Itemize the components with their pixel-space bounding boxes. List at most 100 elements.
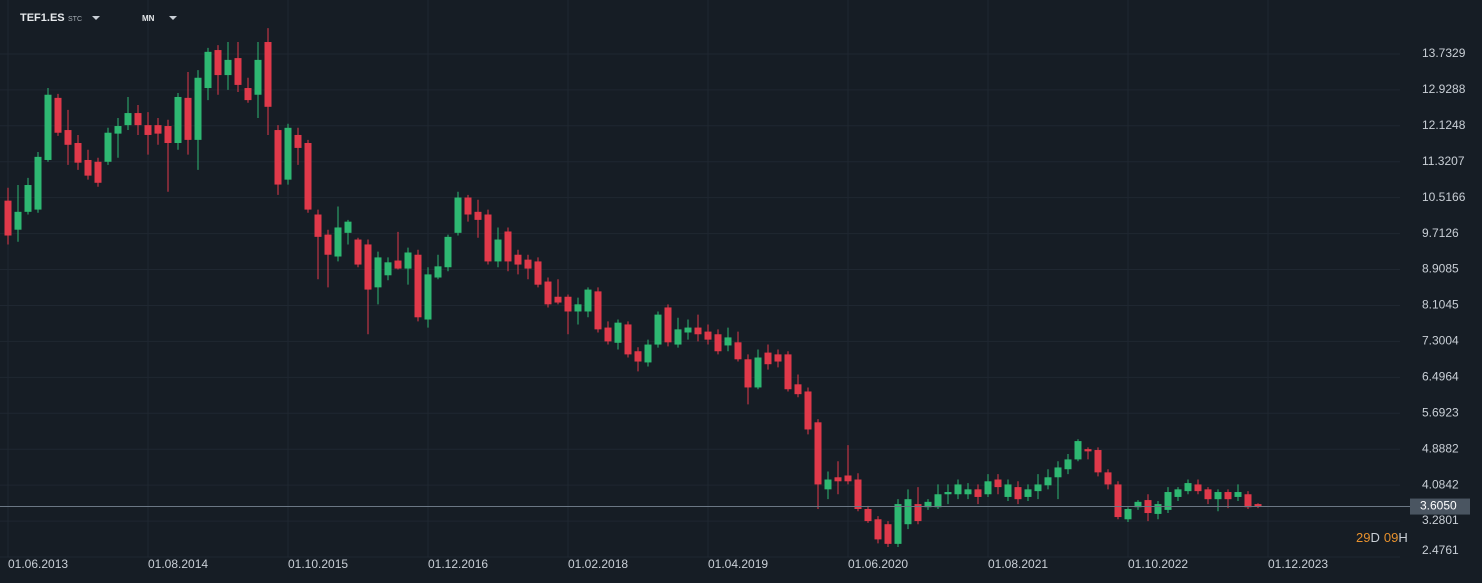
candle-body [694,327,702,335]
candle-body [314,214,322,237]
candle-body [274,130,282,185]
candle-body [1074,441,1082,460]
candle-body [144,125,152,135]
candle-body [64,130,72,145]
candle-body [134,113,142,126]
candle-body [664,307,672,343]
x-tick-label: 01.12.2016 [428,557,488,571]
candle-body [1184,483,1192,492]
candle-body [294,134,302,148]
candle-body [404,252,412,269]
y-tick-label: 7.3004 [1422,334,1459,348]
candle-body [544,281,552,305]
candle-body [184,97,192,140]
candle-body [1224,492,1232,500]
candle-body [504,231,512,262]
candle-body [384,262,392,276]
y-tick-label: 8.1045 [1422,298,1459,312]
candle-body [784,354,792,390]
candle-body [484,214,492,262]
candle-body [354,239,362,265]
candle-body [234,58,242,85]
candle-body [864,509,872,522]
candle-body [1044,477,1052,486]
y-tick-label: 10.5166 [1422,190,1466,204]
candle-body [644,344,652,363]
candle-body [904,499,912,525]
candle-body [584,289,592,312]
candle-body [474,211,482,220]
x-tick-label: 01.06.2013 [8,557,68,571]
countdown-days-unit: D [1370,530,1379,545]
candle-body [1054,467,1062,478]
candle-body [214,50,222,76]
candle-body [324,234,332,255]
candle-body [724,337,732,346]
candle-body [114,126,122,134]
y-tick-label: 4.8882 [1422,441,1459,455]
candle-body [574,304,582,312]
candle-body [614,322,622,343]
candle-body [264,42,272,107]
candle-body [844,475,852,482]
candle-body [534,261,542,285]
price-label-box [1410,498,1470,515]
candle-body [914,504,922,522]
candle-body [624,324,632,355]
candle-body [974,489,982,497]
candle-body [454,197,462,233]
y-tick-label: 12.9288 [1422,82,1466,96]
candle-body [1164,492,1172,510]
candle-body [984,481,992,495]
candle-body [1024,489,1032,497]
candle-body [594,291,602,330]
candle-body [744,359,752,388]
y-tick-label: 4.0842 [1422,477,1459,491]
candle-body [434,266,442,278]
candle-body [424,274,432,320]
candle-body [764,352,772,365]
candle-body [1194,484,1202,492]
candle-body [1154,504,1162,514]
candle-body [464,197,472,215]
symbol[interactable]: TEF1.ES [20,12,65,24]
candle-body [94,161,102,183]
symbol-dropdown[interactable] [92,16,100,20]
candle-body [1114,484,1122,518]
candle-body [564,296,572,312]
y-tick-label: 3.2801 [1422,513,1459,527]
candle-body [374,257,382,288]
x-tick-label: 01.10.2015 [288,557,348,571]
x-tick-label: 01.02.2018 [568,557,628,571]
candle-body [874,519,882,540]
y-tick-label: 12.1248 [1422,118,1466,132]
candle-body [1214,492,1222,500]
candle-body [604,327,612,342]
interval-dropdown[interactable] [169,16,177,20]
interval[interactable]: MN [142,14,155,23]
candle-body [654,314,662,345]
candle-body [794,384,802,395]
candle-body [74,143,82,163]
candle-body [54,97,62,133]
candle-body [494,239,502,262]
candle-body [164,126,172,144]
y-tick-label: 9.7126 [1422,226,1459,240]
candle-body [174,96,182,144]
price-label: 3.6050 [1420,499,1457,513]
candle-body [944,492,952,495]
candle-body [1104,472,1112,485]
candle-body [1094,450,1102,473]
candle-body [884,524,892,544]
candle-body [344,221,352,233]
countdown-hours-unit: H [1398,530,1407,545]
candle-body [894,504,902,544]
candle-body [1254,504,1262,507]
candle-body [414,254,422,318]
candle-body [514,254,522,265]
market: STC [68,16,82,23]
candle-body [714,334,722,352]
candle-body [634,351,642,362]
candle-body [154,125,162,134]
candle-body [334,227,342,257]
